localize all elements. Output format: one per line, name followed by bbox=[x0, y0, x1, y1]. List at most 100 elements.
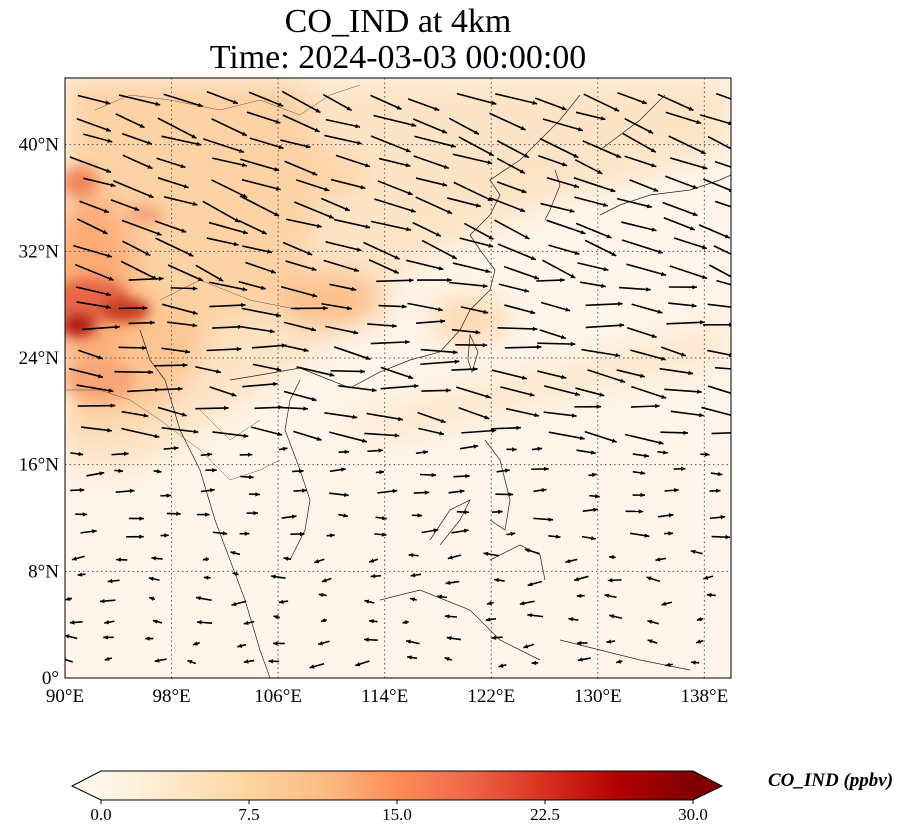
wind-arrow bbox=[128, 276, 164, 281]
wind-arrow bbox=[419, 472, 437, 478]
wind-arrow bbox=[668, 284, 697, 290]
wind-arrow bbox=[241, 307, 281, 318]
wind-arrow bbox=[281, 406, 308, 411]
wind-arrow bbox=[370, 94, 402, 110]
wind-arrow bbox=[669, 157, 708, 170]
wind-arrow bbox=[281, 514, 297, 519]
wind-arrow bbox=[665, 662, 673, 667]
wind-arrow bbox=[378, 304, 407, 309]
wind-arrow bbox=[232, 572, 239, 577]
wind-arrow bbox=[202, 200, 241, 223]
wind-arrow bbox=[506, 447, 517, 452]
wind-arrow bbox=[74, 263, 114, 281]
wind-arrow bbox=[80, 426, 113, 433]
wind-arrow bbox=[629, 179, 659, 193]
wind-arrow bbox=[494, 219, 530, 240]
wind-arrow bbox=[575, 387, 605, 397]
wind-arrow bbox=[668, 302, 697, 308]
wind-arrow bbox=[546, 219, 586, 235]
wind-arrow bbox=[237, 643, 247, 648]
wind-arrow bbox=[296, 179, 330, 192]
wind-arrow bbox=[121, 132, 153, 145]
wind-arrow bbox=[202, 556, 209, 562]
wind-arrow bbox=[270, 574, 286, 580]
wind-arrow bbox=[622, 132, 657, 153]
wind-arrow bbox=[320, 618, 328, 623]
wind-arrow bbox=[655, 557, 667, 562]
wind-arrow bbox=[539, 329, 567, 340]
wind-arrow bbox=[415, 196, 453, 215]
wind-arrow bbox=[417, 277, 452, 283]
co-concentration-field bbox=[65, 78, 731, 678]
wind-arrow bbox=[103, 635, 114, 640]
wind-arrow bbox=[647, 619, 659, 625]
wind-arrow bbox=[632, 492, 646, 498]
wind-arrow bbox=[535, 97, 567, 111]
wind-arrow bbox=[324, 412, 358, 420]
wind-arrow bbox=[666, 320, 705, 325]
wind-arrow bbox=[489, 112, 526, 131]
wind-arrow bbox=[582, 140, 622, 159]
wind-arrow bbox=[699, 114, 731, 126]
wind-arrow bbox=[707, 135, 731, 150]
wind-arrow bbox=[291, 306, 328, 311]
wind-arrow bbox=[527, 613, 544, 618]
wind-arrow bbox=[65, 634, 78, 640]
wind-arrow bbox=[673, 237, 708, 250]
wind-arrow bbox=[459, 237, 494, 248]
wind-arrow bbox=[246, 510, 258, 516]
wind-arrow bbox=[279, 446, 288, 452]
wind-arrow bbox=[617, 92, 648, 105]
wind-arrow bbox=[496, 157, 526, 175]
wind-arrow bbox=[111, 451, 129, 456]
wind-arrow bbox=[491, 509, 503, 514]
wind-arrow bbox=[709, 515, 726, 520]
wind-arrow bbox=[711, 534, 731, 540]
wind-arrow bbox=[283, 556, 292, 561]
wind-arrow bbox=[498, 283, 530, 293]
wind-arrow bbox=[242, 245, 273, 254]
wind-arrow bbox=[448, 489, 465, 494]
wind-arrow bbox=[407, 302, 443, 312]
wind-arrow bbox=[370, 135, 411, 153]
wind-arrow bbox=[485, 617, 497, 622]
wind-arrow bbox=[70, 487, 85, 493]
wind-arrow bbox=[609, 614, 623, 620]
wind-arrow bbox=[329, 492, 349, 498]
wind-arrow bbox=[448, 117, 480, 135]
wind-arrow bbox=[415, 177, 448, 187]
wind-arrow bbox=[364, 432, 400, 438]
wind-arrow bbox=[248, 492, 260, 497]
axis-ticks: 90°E 98°E 106°E 114°E 122°E 130°E 138°E 0° 8°N 16… bbox=[19, 135, 729, 707]
wind-arrow bbox=[504, 344, 542, 350]
colorbar-ticks bbox=[100, 800, 694, 804]
wind-arrow bbox=[195, 365, 222, 374]
wind-arrow bbox=[710, 471, 723, 477]
wind-arrow bbox=[630, 403, 660, 409]
wind-arrow bbox=[606, 639, 616, 644]
wind-arrow bbox=[715, 92, 731, 100]
wind-arrow bbox=[69, 620, 83, 625]
wind-arrow bbox=[240, 474, 254, 480]
wind-arrow bbox=[364, 637, 378, 642]
colorbar-body bbox=[101, 771, 693, 800]
wind-arrow bbox=[483, 551, 500, 557]
wind-arrow bbox=[412, 118, 448, 134]
wind-arrow bbox=[533, 488, 547, 493]
wind-arrow bbox=[368, 259, 400, 274]
wind-arrow bbox=[370, 339, 410, 345]
wind-arrow bbox=[240, 158, 280, 172]
wind-arrow bbox=[212, 531, 228, 536]
wind-arrow bbox=[368, 619, 378, 624]
lat-tick-label: 32°N bbox=[19, 241, 60, 262]
wind-arrow bbox=[497, 326, 538, 332]
wind-arrow bbox=[283, 390, 317, 402]
wind-arrow bbox=[333, 218, 371, 229]
wind-arrow bbox=[519, 600, 535, 606]
wind-arrow bbox=[157, 406, 187, 417]
lat-tick-label: 24°N bbox=[19, 348, 60, 369]
colorbar-extend-min bbox=[72, 771, 101, 800]
colorbar-tick-label: 0.0 bbox=[90, 805, 112, 824]
wind-arrow bbox=[323, 259, 360, 272]
wind-arrow bbox=[496, 181, 527, 194]
